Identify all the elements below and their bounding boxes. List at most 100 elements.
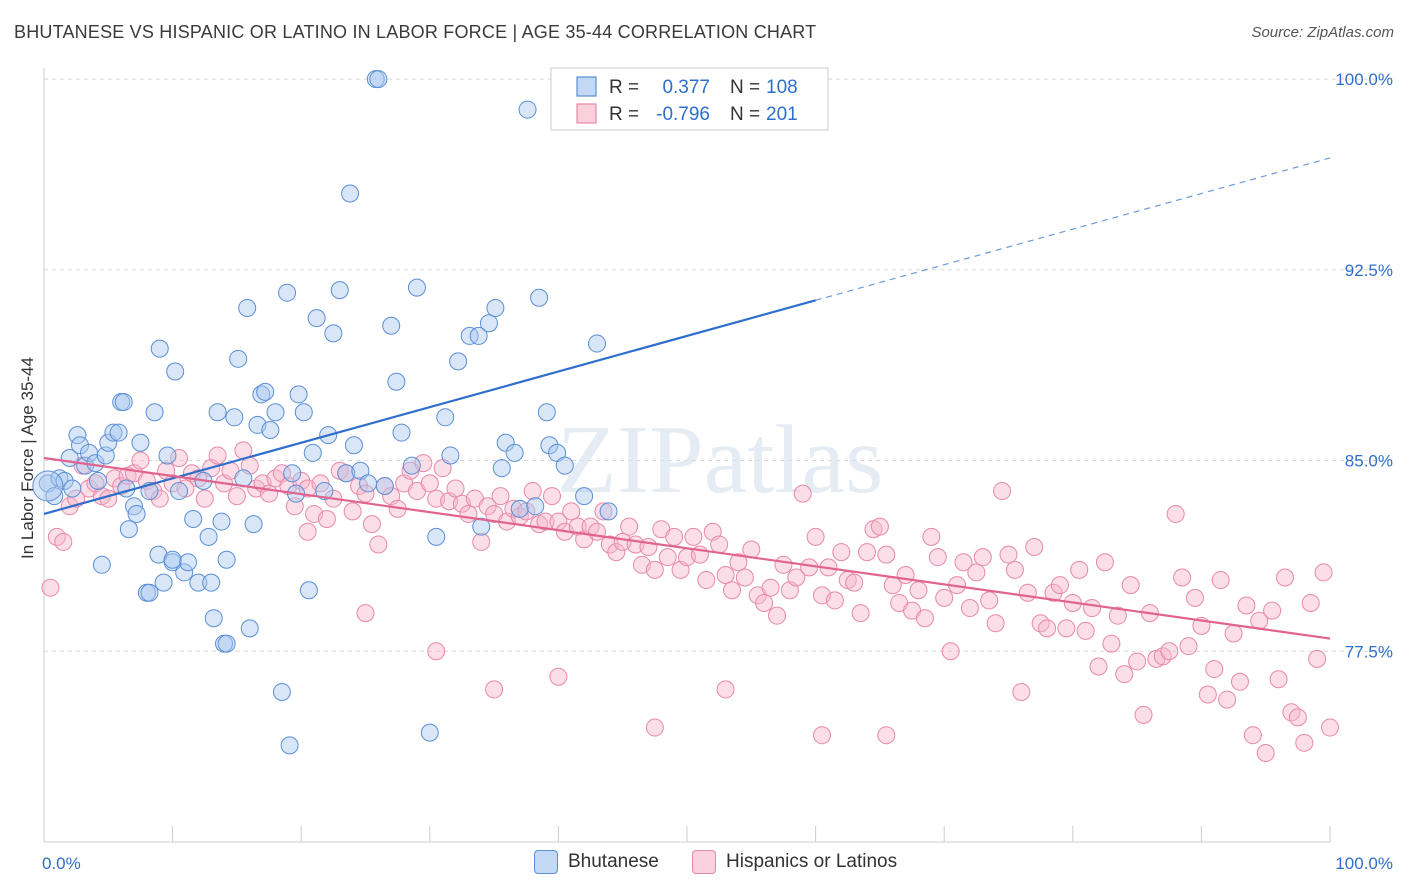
data-point-bhutanese (225, 408, 244, 427)
data-point-hispanic (645, 718, 664, 737)
legend-item-bhutanese: Bhutanese (534, 850, 659, 874)
data-point-bhutanese (449, 352, 468, 371)
data-point-hispanic (697, 571, 716, 590)
data-point-bhutanese (229, 349, 248, 368)
data-point-hispanic (1198, 685, 1217, 704)
data-point-hispanic (542, 487, 561, 506)
data-point-hispanic (851, 604, 870, 623)
data-point-hispanic (1095, 553, 1114, 572)
data-point-bhutanese (256, 382, 275, 401)
data-point-hispanic (1237, 596, 1256, 615)
data-point-hispanic (877, 545, 896, 564)
data-point-hispanic (1160, 642, 1179, 661)
data-point-hispanic (1321, 718, 1339, 737)
data-point-hispanic (832, 543, 851, 562)
data-point-bhutanese (387, 372, 406, 391)
data-point-bhutanese (344, 436, 363, 455)
data-point-hispanic (735, 568, 754, 587)
data-point-bhutanese (496, 433, 515, 452)
legend-swatch-blue (534, 850, 558, 874)
data-point-bhutanese (407, 278, 426, 297)
y-axis-label: In Labor Force | Age 35-44 (18, 357, 37, 559)
data-point-hispanic (343, 502, 362, 521)
data-point-bhutanese (109, 423, 128, 442)
data-point-bhutanese (119, 520, 138, 539)
data-point-hispanic (960, 599, 979, 618)
legend-r-value: -0.796 (656, 104, 710, 125)
watermark: ZIPatlas (557, 406, 884, 514)
bhutanese-points (32, 70, 823, 755)
data-point-hispanic (716, 565, 735, 584)
data-point-hispanic (1275, 568, 1294, 587)
legend-label-hispanic: Hispanics or Latinos (726, 851, 898, 872)
data-point-hispanic (485, 680, 504, 699)
data-point-bhutanese (63, 479, 82, 498)
data-point-hispanic (935, 588, 954, 607)
data-point-hispanic (877, 726, 896, 745)
trend-line-hispanic (43, 456, 1331, 640)
data-point-hispanic (845, 573, 864, 592)
data-point-bhutanese (244, 515, 263, 534)
y-tick-label: 100.0% (1335, 70, 1393, 89)
data-point-bhutanese (289, 385, 308, 404)
data-point-hispanic (665, 527, 684, 546)
data-point-hispanic (928, 548, 947, 567)
data-point-bhutanese (324, 324, 343, 343)
data-point-hispanic (1025, 538, 1044, 557)
data-point-hispanic (298, 522, 317, 541)
data-point-bhutanese (199, 527, 218, 546)
data-point-bhutanese (299, 581, 318, 600)
data-point-hispanic (1076, 621, 1095, 640)
data-point-hispanic (1128, 652, 1147, 671)
data-point-hispanic (1288, 708, 1307, 727)
data-point-hispanic (870, 517, 889, 536)
data-point-bhutanese (238, 298, 257, 317)
y-tick-label: 77.5% (1345, 642, 1393, 661)
data-point-hispanic (967, 563, 986, 582)
data-point-hispanic (973, 548, 992, 567)
data-point-hispanic (131, 451, 150, 470)
data-point-hispanic (1243, 726, 1262, 745)
data-point-hispanic (362, 515, 381, 534)
data-point-hispanic (1263, 601, 1282, 620)
data-point-bhutanese (104, 423, 123, 442)
data-point-bhutanese (369, 70, 388, 89)
data-point-hispanic (491, 487, 510, 506)
data-point-bhutanese (537, 403, 556, 422)
data-point-hispanic (723, 581, 742, 600)
data-point-bhutanese (427, 527, 446, 546)
legend-n-label: N = (730, 104, 760, 125)
data-point-bhutanese (150, 339, 169, 358)
data-point-hispanic (825, 591, 844, 610)
data-point-bhutanese (587, 334, 606, 353)
x-tick-label: 0.0% (42, 854, 81, 873)
data-point-hispanic (1012, 682, 1031, 701)
data-point-bhutanese (158, 446, 177, 465)
data-point-bhutanese (278, 283, 297, 302)
data-point-hispanic (472, 532, 491, 551)
data-point-bhutanese (92, 555, 111, 574)
legend-r-label: R = (609, 77, 639, 98)
data-point-hispanic (549, 667, 568, 686)
data-point-hispanic (446, 479, 465, 498)
data-point-bhutanese (149, 545, 168, 564)
data-point-hispanic (1005, 560, 1024, 579)
data-point-hispanic (607, 543, 626, 562)
data-point-hispanic (954, 553, 973, 572)
data-point-bhutanese (575, 487, 594, 506)
data-point-hispanic (594, 502, 613, 521)
data-point-bhutanese (261, 421, 280, 440)
data-point-bhutanese (375, 476, 394, 495)
data-point-hispanic (1121, 576, 1140, 595)
data-point-hispanic (1308, 649, 1327, 668)
data-point-bhutanese (166, 362, 185, 381)
data-point-bhutanese (212, 512, 231, 531)
data-point-bhutanese (114, 393, 133, 412)
data-point-hispanic (620, 517, 639, 536)
data-point-hispanic (1230, 672, 1249, 691)
data-point-hispanic (227, 487, 246, 506)
data-point-hispanic (1185, 588, 1204, 607)
correlation-legend: R = 0.377 N = 108 R = -0.796 N = 201 (550, 67, 829, 131)
data-point-hispanic (427, 642, 446, 661)
trend-line-bhutanese (43, 299, 816, 516)
